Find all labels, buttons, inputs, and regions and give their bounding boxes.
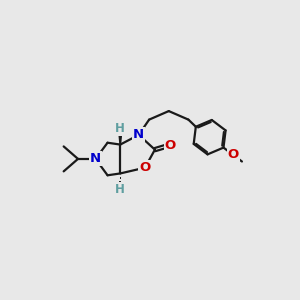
Text: H: H (115, 183, 125, 196)
Text: O: O (165, 139, 176, 152)
Text: H: H (115, 122, 125, 135)
Text: O: O (139, 161, 151, 174)
Text: O: O (227, 148, 239, 161)
Text: N: N (90, 152, 101, 165)
Polygon shape (118, 128, 122, 145)
Text: N: N (133, 128, 144, 141)
